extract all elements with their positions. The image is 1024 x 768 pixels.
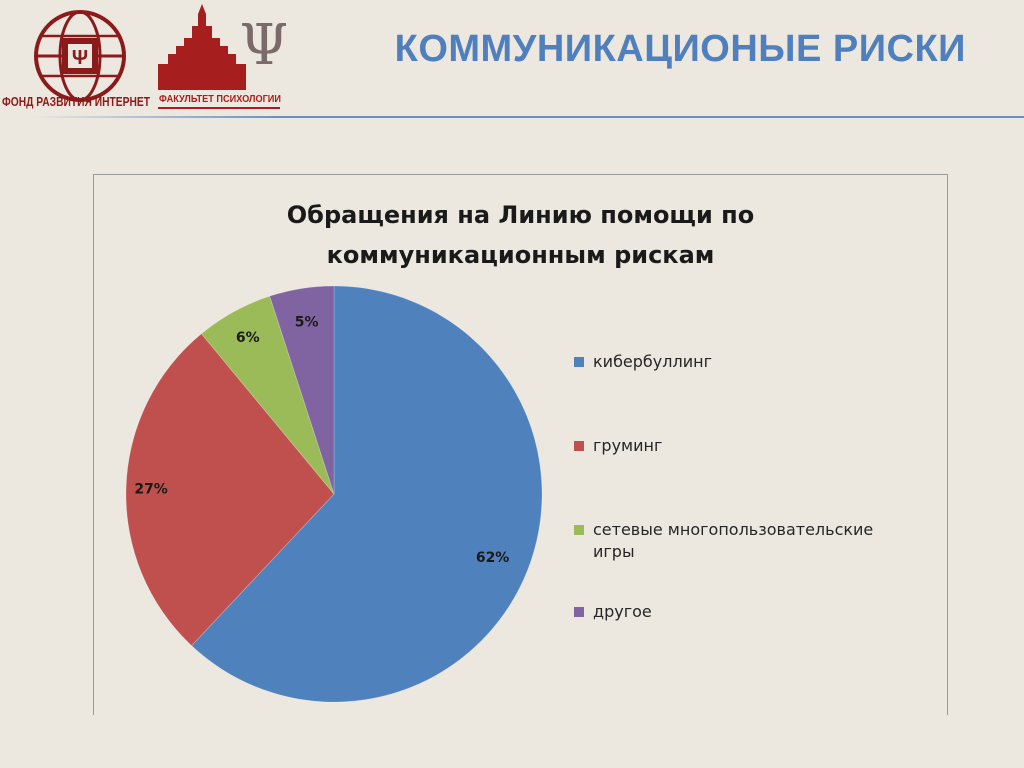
legend-label-2: груминг — [593, 436, 663, 455]
slide-header: Ψ ФОНД РАЗВИТИЯ ИНТЕРНЕТ Ψ ФАКУЛЬТЕТ ПСИ… — [0, 0, 1024, 120]
logo-fond-text: ФОНД РАЗВИТИЯ ИНТЕРНЕТ — [2, 95, 150, 109]
data-label-2: 27% — [134, 481, 168, 497]
legend-label-1: кибербуллинг — [593, 352, 712, 371]
logo-letter: Ψ — [72, 47, 88, 69]
pie-slice-1 — [191, 285, 543, 703]
pie-slice-2 — [125, 333, 335, 647]
chart-title: Обращения на Линию помощи по коммуникаци… — [94, 195, 947, 275]
pie-slice-4 — [269, 285, 335, 495]
legend-item-1: кибербуллинг — [574, 351, 893, 373]
legend-swatch-4 — [574, 607, 584, 617]
legend-item-3: сетевые многопользовательские игры — [574, 519, 893, 563]
header-divider — [30, 116, 1024, 118]
legend-label-3: сетевые многопользовательские игры — [593, 520, 874, 561]
legend-item-4: другое — [574, 601, 893, 623]
data-label-3: 6% — [236, 330, 260, 346]
university-building-icon — [158, 4, 246, 90]
legend-item-2: груминг — [574, 435, 893, 457]
chart-container: Обращения на Линию помощи по коммуникаци… — [93, 174, 948, 715]
pie-slice-3 — [200, 295, 335, 495]
chart-title-line-1: Обращения на Линию помощи по — [286, 201, 755, 229]
logo-psy-text: ФАКУЛЬТЕТ ПСИХОЛОГИИ — [159, 94, 281, 105]
fond-internet-logo: Ψ ФОНД РАЗВИТИЯ ИНТЕРНЕТ — [2, 10, 150, 109]
legend-swatch-3 — [574, 525, 584, 535]
data-label-4: 5% — [295, 314, 319, 330]
psychology-faculty-logo: Ψ ФАКУЛЬТЕТ ПСИХОЛОГИИ — [156, 4, 286, 109]
chart-title-line-2: коммуникационным рискам — [326, 241, 715, 269]
slide-title: КОММУНИКАЦИОНЫЕ РИСКИ — [394, 28, 966, 70]
psi-icon: Ψ — [239, 13, 286, 78]
pie-chart: 62% 27% 6% 5% — [125, 285, 543, 703]
legend-swatch-1 — [574, 357, 584, 367]
legend-swatch-2 — [574, 441, 584, 451]
legend-label-4: другое — [593, 602, 652, 621]
data-label-1: 62% — [476, 550, 510, 566]
